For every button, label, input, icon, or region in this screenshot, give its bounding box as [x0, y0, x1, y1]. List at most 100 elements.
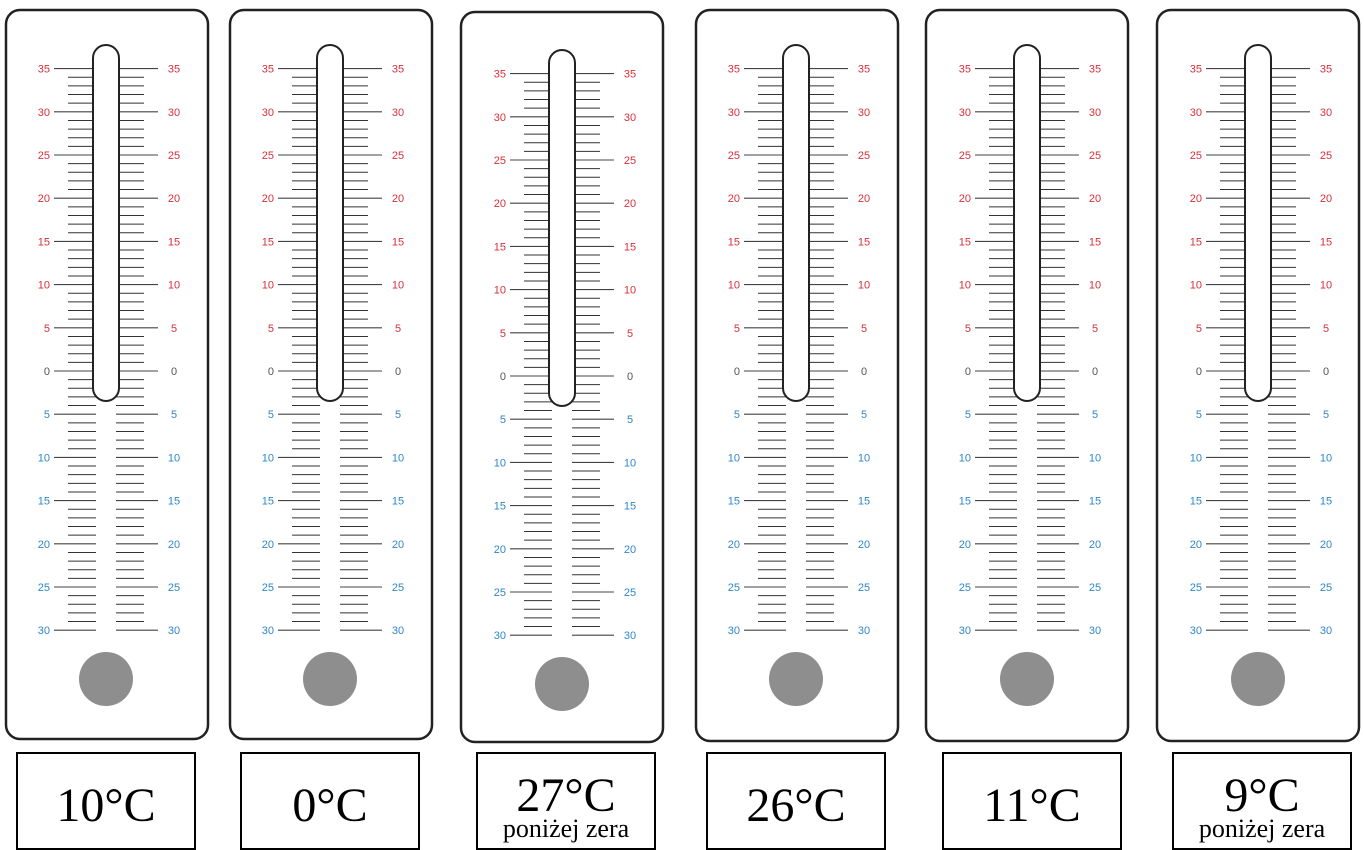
scale-ticks — [278, 68, 382, 631]
scale-label: 15 — [1190, 496, 1202, 508]
scale-label: 30 — [494, 630, 506, 642]
scale-label: 0 — [734, 366, 740, 378]
scale-label: 30 — [728, 107, 740, 119]
scale-label: 0 — [861, 366, 867, 378]
thermometer-tube — [92, 44, 120, 402]
scale-label: 10 — [1320, 452, 1332, 464]
scale-label: 25 — [1320, 582, 1332, 594]
scale-label: 25 — [38, 150, 50, 162]
scale-label: 20 — [392, 193, 404, 205]
scale-label: 15 — [959, 496, 971, 508]
scale-label: 35 — [1190, 64, 1202, 76]
temperature-note: poniżej zera — [502, 814, 630, 843]
scale-label: 5 — [395, 323, 401, 335]
scale-label: 0 — [1196, 366, 1202, 378]
scale-label: 20 — [168, 193, 180, 205]
scale-label: 30 — [392, 625, 404, 637]
scale-label: 30 — [1320, 107, 1332, 119]
temperature-value: 10°C — [56, 779, 156, 832]
scale-label: 10 — [494, 457, 506, 469]
scale-label: 15 — [1320, 236, 1332, 248]
scale-labels: 35 35 30 30 25 25 20 20 15 15 10 10 5 5 0 0 5 5 10 10 15 15 20… — [728, 64, 870, 638]
scale-ticks — [1206, 68, 1310, 631]
scale-label: 30 — [1190, 107, 1202, 119]
scale-label: 15 — [1089, 496, 1101, 508]
scale-label: 25 — [624, 155, 636, 167]
scale-label: 35 — [494, 69, 506, 81]
scale-label: 15 — [1320, 496, 1332, 508]
scale-label: 30 — [959, 625, 971, 637]
scale-ticks — [54, 68, 158, 631]
scale-label: 5 — [1092, 409, 1098, 421]
scale-label: 20 — [494, 544, 506, 556]
scale-label: 5 — [734, 323, 740, 335]
scale-labels: 35 35 30 30 25 25 20 20 15 15 10 10 5 5 0 0 5 5 10 10 15 15 20… — [262, 64, 404, 638]
scale-label: 25 — [392, 150, 404, 162]
scale-label: 10 — [959, 280, 971, 292]
scale-label: 15 — [1190, 236, 1202, 248]
scale-label: 35 — [624, 69, 636, 81]
thermometer-4: 35 35 30 30 25 25 20 20 15 15 10 10 5 5 0 0 5 5 10 10 15 15 20… — [694, 8, 900, 743]
scale-label: 15 — [38, 236, 50, 248]
scale-label: 15 — [168, 496, 180, 508]
scale-label: 10 — [1320, 280, 1332, 292]
scale-label: 10 — [1190, 280, 1202, 292]
scale-label: 35 — [1089, 64, 1101, 76]
scale-label: 15 — [168, 236, 180, 248]
scale-label: 10 — [168, 280, 180, 292]
scale-label: 20 — [858, 193, 870, 205]
scale-label: 30 — [262, 107, 274, 119]
scale-label: 5 — [171, 323, 177, 335]
scale-label: 35 — [262, 64, 274, 76]
scale-label: 10 — [494, 285, 506, 297]
scale-label: 10 — [624, 457, 636, 469]
scale-label: 5 — [627, 414, 633, 426]
scale-label: 30 — [959, 107, 971, 119]
scale-label: 30 — [392, 107, 404, 119]
scale-label: 5 — [1092, 323, 1098, 335]
scale-label: 20 — [624, 198, 636, 210]
thermometer-1: 35 35 30 30 25 25 20 20 15 15 10 10 5 5 0 0 5 5 10 10 15 15 20… — [4, 8, 210, 741]
thermometer-bulb — [1231, 652, 1285, 706]
temperature-label: 11°C — [942, 752, 1122, 850]
scale-label: 10 — [392, 280, 404, 292]
scale-label: 20 — [262, 539, 274, 551]
scale-label: 25 — [38, 582, 50, 594]
scale-label: 15 — [392, 496, 404, 508]
scale-label: 0 — [44, 366, 50, 378]
thermometer-6: 35 35 30 30 25 25 20 20 15 15 10 10 5 5 0 0 5 5 10 10 15 15 20… — [1155, 8, 1361, 743]
scale-label: 30 — [624, 630, 636, 642]
temperature-value: 27°C — [516, 769, 616, 822]
scale-label: 5 — [861, 323, 867, 335]
scale-label: 20 — [262, 193, 274, 205]
scale-label: 20 — [959, 539, 971, 551]
scale-label: 15 — [262, 236, 274, 248]
scale-label: 30 — [624, 112, 636, 124]
scale-ticks — [744, 68, 848, 631]
scale-label: 0 — [1323, 366, 1329, 378]
scale-label: 0 — [965, 366, 971, 378]
scale-label: 30 — [262, 625, 274, 637]
temperature-label: 10°C — [16, 752, 196, 850]
scale-label: 25 — [1089, 150, 1101, 162]
scale-label: 5 — [734, 409, 740, 421]
scale-label: 10 — [38, 452, 50, 464]
temperature-note: poniżej zera — [1198, 814, 1326, 843]
scale-labels: 35 35 30 30 25 25 20 20 15 15 10 10 5 5 0 0 5 5 10 10 15 15 20… — [959, 64, 1101, 638]
scale-label: 5 — [171, 409, 177, 421]
thermometer-tube — [1244, 44, 1272, 402]
scale-label: 15 — [624, 241, 636, 253]
thermometer-bulb — [1000, 652, 1054, 706]
scale-label: 10 — [392, 452, 404, 464]
scale-label: 25 — [858, 150, 870, 162]
scale-label: 10 — [168, 452, 180, 464]
scale-label: 5 — [1323, 323, 1329, 335]
scale-label: 10 — [959, 452, 971, 464]
thermometer-tube — [548, 49, 576, 407]
scale-label: 25 — [262, 582, 274, 594]
scale-label: 30 — [1089, 107, 1101, 119]
scale-label: 30 — [1089, 625, 1101, 637]
scale-label: 10 — [262, 452, 274, 464]
scale-label: 5 — [268, 409, 274, 421]
thermometer-3: 35 35 30 30 25 25 20 20 15 15 10 10 5 5 0 0 5 5 10 10 15 15 20… — [459, 10, 665, 744]
